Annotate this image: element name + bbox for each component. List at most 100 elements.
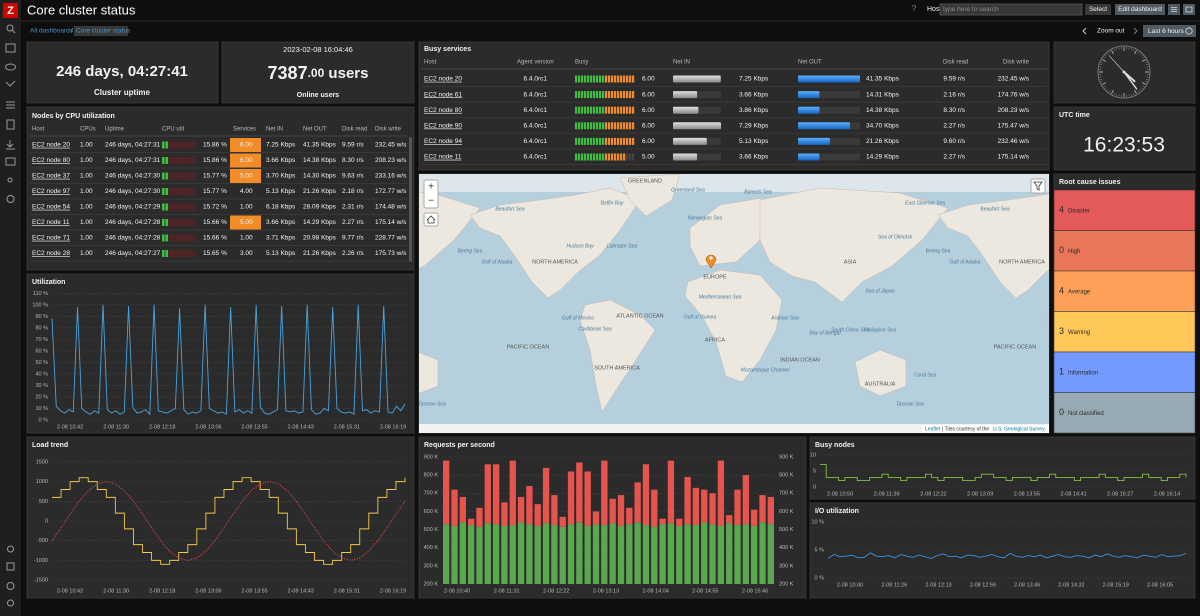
host-link[interactable]: EC2 node 20 [424,76,462,83]
clock-tick [1100,64,1103,66]
severity-count: 1 [1059,367,1064,377]
net-out-bar [798,137,830,145]
kiosk-button[interactable] [1183,4,1195,15]
busy-meter-cell [617,153,620,161]
host-link[interactable]: EC2 node 54 [32,204,70,211]
monitoring-icon[interactable] [5,63,16,71]
integrations-icon[interactable] [6,562,15,571]
map-label: Gulf of Alaska [950,259,981,265]
filter-button[interactable] [1030,178,1046,194]
land-africa [684,269,783,383]
host-link[interactable]: EC2 node 97 [32,188,70,195]
cpu-meter-cell [182,188,185,195]
edit-button[interactable] [1115,4,1165,15]
host-link[interactable]: EC2 node 11 [424,154,462,161]
land-europe [689,197,763,267]
severity-row[interactable] [1053,230,1196,272]
host-link[interactable]: EC2 node 37 [32,173,70,180]
disk-write: 228.77 w/s [375,235,407,242]
column-header: Uptime [105,127,125,133]
users-time: 2023-02-08 16:04:46 [283,45,353,54]
map-marker[interactable] [705,254,717,269]
host-link[interactable]: EC2 node 61 [424,91,462,98]
logo[interactable]: Z [7,5,14,17]
dashboard-icon[interactable] [5,43,16,53]
period-label[interactable]: Last 6 hours [1148,28,1185,35]
busy-meter-cell [599,106,602,114]
bar-segment [609,498,616,524]
host-link[interactable]: EC2 node 11 [32,219,70,226]
x-tick-label: 2-08 10:42 [57,588,83,594]
zoom-in-button[interactable]: + [428,182,434,193]
period-button[interactable] [1143,25,1196,37]
clock-tick [1142,57,1145,59]
host-input[interactable] [939,3,1083,16]
severity-row[interactable] [1053,270,1196,312]
logo-box[interactable] [3,3,18,18]
search-icon[interactable] [6,24,14,32]
bar-segment [726,523,733,584]
net-out: 14.30 Kbps [303,173,337,180]
user-settings-icon[interactable] [7,599,14,607]
cpu-meter-cell [175,188,179,195]
prev-period-icon[interactable] [1082,27,1087,35]
chart-title: Requests per second [424,442,495,449]
busy-meter-cell [578,91,581,99]
host-link[interactable]: EC2 node 80 [424,107,462,114]
zoom-out-link[interactable]: Zoom out [1097,28,1125,35]
support-icon[interactable] [7,545,14,553]
severity-row[interactable] [1053,189,1196,231]
severity-name: Disaster [1068,208,1090,214]
breadcrumb-link[interactable]: All dashboards [30,28,74,35]
users-icon[interactable] [7,177,13,183]
busy-meter-cell [614,137,617,145]
host-link[interactable]: EC2 node 80 [32,157,70,164]
alerts-icon[interactable] [5,157,16,166]
busy-meter-cell [590,137,593,145]
y-tick-label: 0 % [815,575,825,581]
cpu-meter-cell [168,234,172,242]
home-button[interactable] [423,212,439,227]
y2-tick-label: 900 K [779,454,794,460]
help-link[interactable]: ? [912,4,917,13]
chart-widget [809,436,1196,500]
edit-label[interactable]: Edit dashboard [1118,6,1162,13]
help-icon[interactable] [6,582,15,590]
net-out-bar [798,153,820,161]
cpu-meter-cell [185,250,189,257]
clock-tick [1103,85,1106,87]
inventory-icon[interactable] [6,101,15,109]
reports-icon[interactable] [6,119,15,130]
busy-meter-cell [626,153,629,161]
disk-write: 208.23 w/s [998,107,1030,114]
select-label[interactable]: Select [1089,6,1107,13]
next-period-icon[interactable] [1133,27,1138,35]
search-icon[interactable] [11,29,16,34]
data-collection-icon[interactable] [6,140,15,150]
severity-row[interactable] [1053,351,1196,393]
select-button[interactable] [1085,4,1111,15]
severity-row[interactable] [1053,392,1196,434]
disk-read: 2.27 r/s [943,154,965,161]
host-link[interactable]: EC2 node 90 [424,123,462,130]
zoom-control [423,179,439,209]
x-tick-label: 2-08 12:18 [149,588,175,594]
attribution-link[interactable]: Leaflet [925,426,941,432]
attribution-link[interactable]: U.S. Geological Survey [993,426,1045,432]
host-link[interactable]: EC2 node 94 [424,138,462,145]
admin-icon[interactable] [6,195,15,203]
cpu-meter-cell [162,203,165,211]
host-link[interactable]: EC2 node 28 [32,250,70,257]
cpu-meter-cell [189,157,192,164]
severity-row[interactable] [1053,311,1196,353]
zoom-out-button[interactable]: − [428,196,434,207]
busy-meter-cell [632,153,635,161]
disk-write: 172.77 w/s [375,188,407,195]
clock-tick [1107,88,1109,91]
map-label: Labrador Sea [607,243,638,249]
host-link[interactable]: EC2 node 20 [32,142,70,149]
services-icon[interactable] [5,80,16,87]
host-link[interactable]: EC2 node 71 [32,235,70,242]
bar-segment [476,507,483,527]
bar-segment [717,525,725,584]
